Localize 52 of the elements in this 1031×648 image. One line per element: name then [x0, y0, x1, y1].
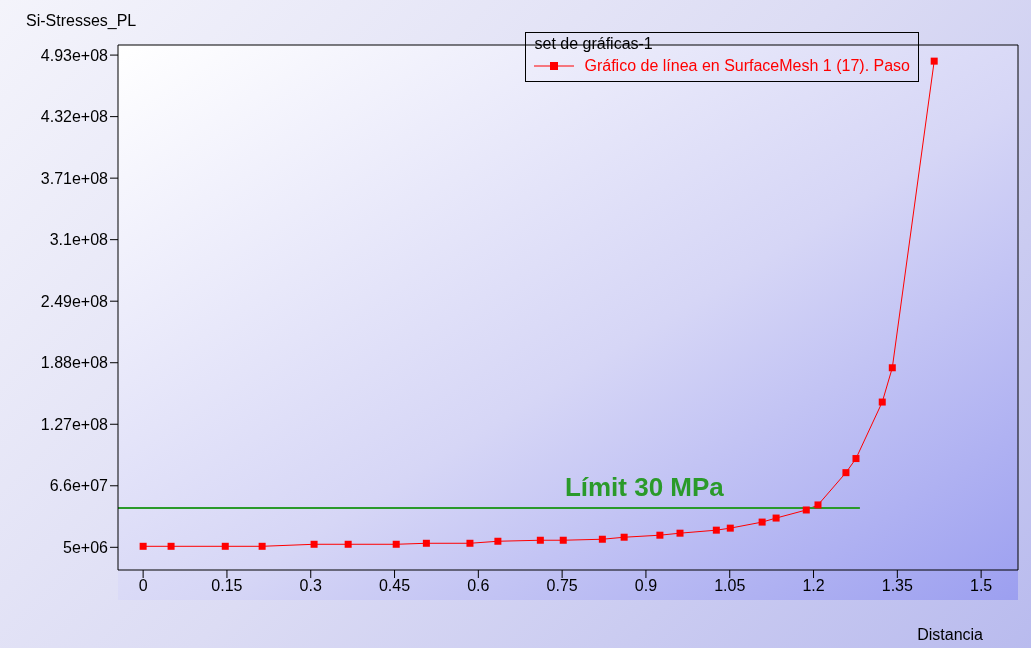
- point: [392, 540, 400, 548]
- legend-label: Gráfico de línea en SurfaceMesh 1 (17). Paso: [584, 57, 910, 75]
- point: [772, 514, 780, 522]
- series-label: Límit 30 MPa: [564, 472, 724, 504]
- x-tick-label: 0.6: [467, 577, 490, 595]
- point: [726, 524, 734, 532]
- point: [559, 536, 567, 544]
- y-tick-label: 4.93e+08: [40, 46, 109, 64]
- x-axis-title: Distancia: [917, 626, 983, 644]
- y-tick-label: 3.1e+08: [49, 231, 109, 249]
- y-tick-label: 4.32e+08: [40, 108, 109, 126]
- x-tick-label: 0: [138, 577, 148, 595]
- point: [758, 518, 766, 526]
- x-tick-label: 0.3: [299, 577, 322, 595]
- y-tick-label: 1.27e+08: [40, 415, 109, 433]
- point: [888, 364, 896, 372]
- x-tick-label: 1.35: [881, 577, 913, 595]
- y-tick-label: 1.88e+08: [40, 354, 109, 372]
- point: [930, 57, 938, 65]
- point: [344, 540, 352, 548]
- point: [852, 455, 860, 463]
- point: [620, 533, 628, 541]
- x-tick-label: 1.5: [970, 577, 993, 595]
- point: [656, 531, 664, 539]
- point: [258, 542, 266, 550]
- x-tick-label: 1.2: [802, 577, 825, 595]
- point: [221, 542, 229, 550]
- y-tick-label: 3.71e+08: [40, 169, 109, 187]
- x-tick-label: 1.05: [714, 577, 746, 595]
- y-tick-label: 5e+06: [63, 538, 109, 556]
- point: [536, 536, 544, 544]
- point: [598, 535, 606, 543]
- point: [139, 542, 147, 550]
- y-tick-label: 2.49e+08: [40, 292, 109, 310]
- legend-title: set de gráficas-1: [534, 35, 654, 53]
- point: [422, 539, 430, 547]
- x-tick-label: 0.15: [211, 577, 243, 595]
- point: [676, 529, 684, 537]
- y-tick-label: 6.6e+07: [49, 477, 109, 495]
- point: [494, 537, 502, 545]
- x-tick-label: 0.9: [634, 577, 658, 595]
- point: [814, 501, 822, 509]
- y-axis-title: Si-Stresses_PL: [26, 12, 137, 30]
- point: [466, 539, 474, 547]
- point: [878, 398, 886, 406]
- point: [712, 526, 720, 534]
- x-tick-label: 0.75: [546, 577, 578, 595]
- point: [310, 540, 318, 548]
- point: [167, 542, 175, 550]
- point: [802, 506, 810, 514]
- x-tick-label: 0.45: [378, 577, 411, 595]
- point: [842, 469, 850, 477]
